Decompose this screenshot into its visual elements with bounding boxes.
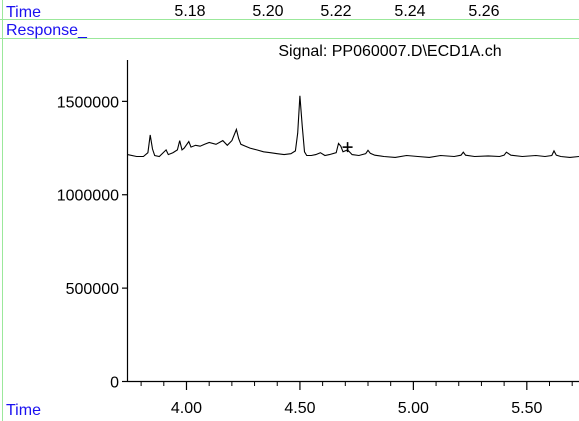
y-tick-label: 1000000 <box>57 188 119 205</box>
signal-title: Signal: PP060007.D\ECD1A.ch <box>278 43 501 60</box>
x-tick-label: 5.00 <box>398 400 429 417</box>
response-label: Response_ <box>6 22 88 39</box>
signal-trace <box>127 95 579 158</box>
x-ticks: 4.00 4.50 5.00 5.50 <box>171 381 542 417</box>
top-tick-label: 5.26 <box>468 3 499 20</box>
top-tick-label: 5.22 <box>320 3 351 20</box>
y-tick-label: 1500000 <box>57 94 119 111</box>
x-minor-ticks <box>140 381 573 386</box>
x-tick-label: 4.50 <box>284 400 315 417</box>
x-tick-label: 5.50 <box>511 400 542 417</box>
y-tick-label: 0 <box>110 375 119 392</box>
top-tick-label: 5.18 <box>174 3 205 20</box>
y-ticks: 0 500000 1000000 1500000 <box>57 94 128 392</box>
header-time-label: Time <box>6 4 41 21</box>
y-tick-label: 500000 <box>66 281 119 298</box>
integration-marker <box>342 142 353 153</box>
footer-time-label: Time <box>6 402 41 419</box>
top-tick-label: 5.20 <box>252 3 283 20</box>
x-tick-label: 4.00 <box>171 400 202 417</box>
top-tick-label: 5.24 <box>394 3 425 20</box>
